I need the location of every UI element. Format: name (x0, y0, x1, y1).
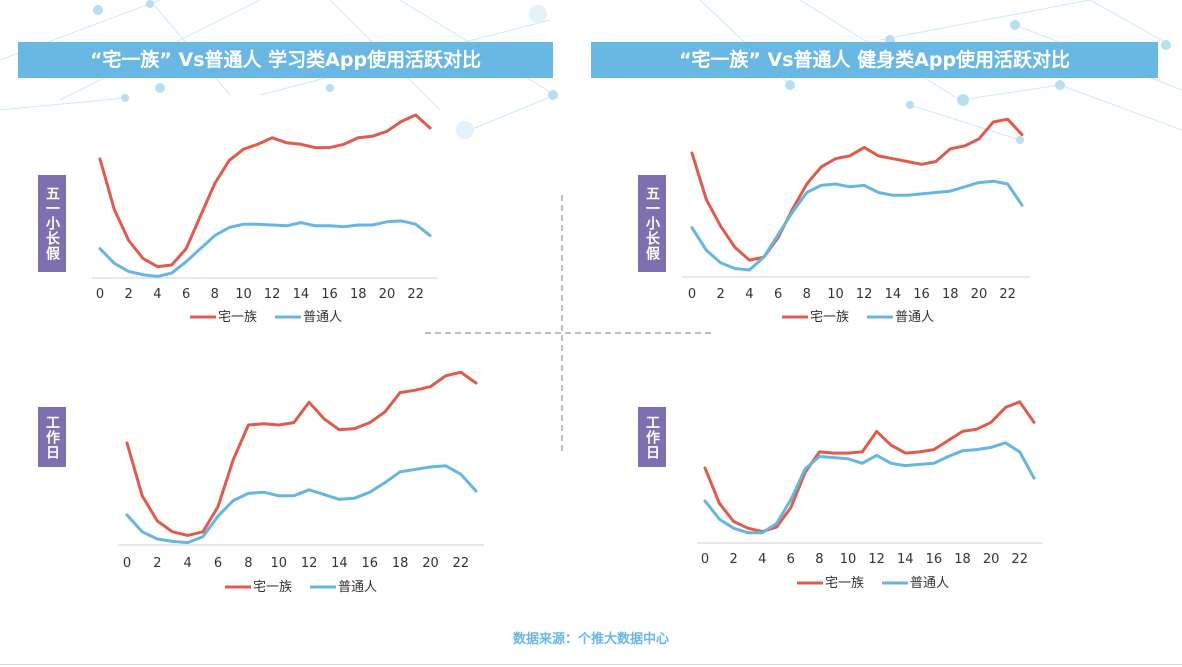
series-line-zhai (703, 400, 1036, 534)
workday-label-left: 工作日 (38, 407, 66, 467)
x-tick-label: 4 (745, 287, 753, 302)
series-line-zhai (690, 117, 1024, 262)
x-tick-label: 10 (827, 287, 844, 302)
x-tick-label: 10 (235, 287, 252, 302)
x-tick-label: 18 (942, 287, 959, 302)
x-tick-label: 6 (774, 287, 782, 302)
x-tick-label: 2 (717, 287, 725, 302)
x-tick-label: 4 (153, 287, 161, 302)
x-tick-label: 6 (214, 556, 222, 571)
legend-label-zhai: 宅一族 (253, 579, 292, 595)
x-tick-label: 22 (999, 287, 1016, 302)
legend-label-zhai: 宅一族 (810, 309, 849, 325)
x-tick-label: 20 (379, 287, 396, 302)
x-tick-label: 18 (392, 556, 409, 571)
x-tick-label: 12 (264, 287, 281, 302)
x-tick-label: 12 (301, 556, 318, 571)
x-tick-label: 20 (983, 552, 1000, 567)
x-tick-label: 8 (244, 556, 252, 571)
fitness-app-title: “宅一族” Vs普通人 健身类App使用活跃对比 (591, 42, 1158, 78)
legend-label-normal: 普通人 (895, 310, 934, 325)
holiday-label-right: 五一小长假 (638, 175, 666, 272)
legend-label-normal: 普通人 (303, 310, 342, 325)
series-line-zhai (125, 370, 478, 537)
x-tick-label: 14 (331, 556, 348, 571)
x-tick-label: 10 (840, 552, 857, 567)
x-tick-label: 14 (293, 287, 310, 302)
x-tick-label: 16 (913, 287, 930, 302)
footer-divider (0, 664, 1182, 665)
x-tick-label: 2 (125, 287, 133, 302)
x-tick-label: 16 (926, 552, 943, 567)
data-source: 数据来源：个推大数据中心 (512, 632, 669, 647)
x-tick-label: 22 (1011, 552, 1028, 567)
x-tick-label: 22 (407, 287, 424, 302)
x-tick-label: 14 (897, 552, 914, 567)
x-tick-label: 2 (729, 552, 737, 567)
x-tick-label: 0 (96, 287, 104, 302)
x-tick-label: 12 (856, 287, 873, 302)
x-tick-label: 8 (803, 287, 811, 302)
legend-label-normal: 普通人 (910, 576, 949, 591)
x-tick-label: 12 (868, 552, 885, 567)
x-tick-label: 18 (954, 552, 971, 567)
x-tick-label: 20 (422, 556, 439, 571)
x-tick-label: 20 (971, 287, 988, 302)
x-tick-label: 6 (787, 552, 795, 567)
legend-label-zhai: 宅一族 (218, 309, 257, 325)
series-line-zhai (98, 113, 432, 269)
legend-label-zhai: 宅一族 (825, 575, 864, 591)
x-tick-label: 6 (182, 287, 190, 302)
workday-label-right: 工作日 (638, 407, 666, 467)
x-tick-label: 8 (815, 552, 823, 567)
x-tick-label: 4 (758, 552, 766, 567)
x-tick-label: 2 (153, 556, 161, 571)
x-tick-label: 0 (701, 552, 709, 567)
x-tick-label: 22 (453, 556, 470, 571)
x-tick-label: 0 (123, 556, 131, 571)
legend-label-normal: 普通人 (338, 580, 377, 595)
series-line-normal (98, 219, 432, 278)
study-app-title: “宅一族” Vs普通人 学习类App使用活跃对比 (18, 42, 553, 78)
x-tick-label: 16 (321, 287, 338, 302)
x-tick-label: 4 (184, 556, 192, 571)
series-line-normal (125, 464, 478, 545)
x-tick-label: 18 (350, 287, 367, 302)
holiday-label-left: 五一小长假 (38, 175, 66, 272)
x-tick-label: 14 (885, 287, 902, 302)
x-tick-label: 10 (270, 556, 287, 571)
x-tick-label: 16 (362, 556, 379, 571)
x-tick-label: 8 (211, 287, 219, 302)
series-line-normal (690, 179, 1024, 272)
series-line-normal (703, 441, 1036, 535)
x-tick-label: 0 (688, 287, 696, 302)
